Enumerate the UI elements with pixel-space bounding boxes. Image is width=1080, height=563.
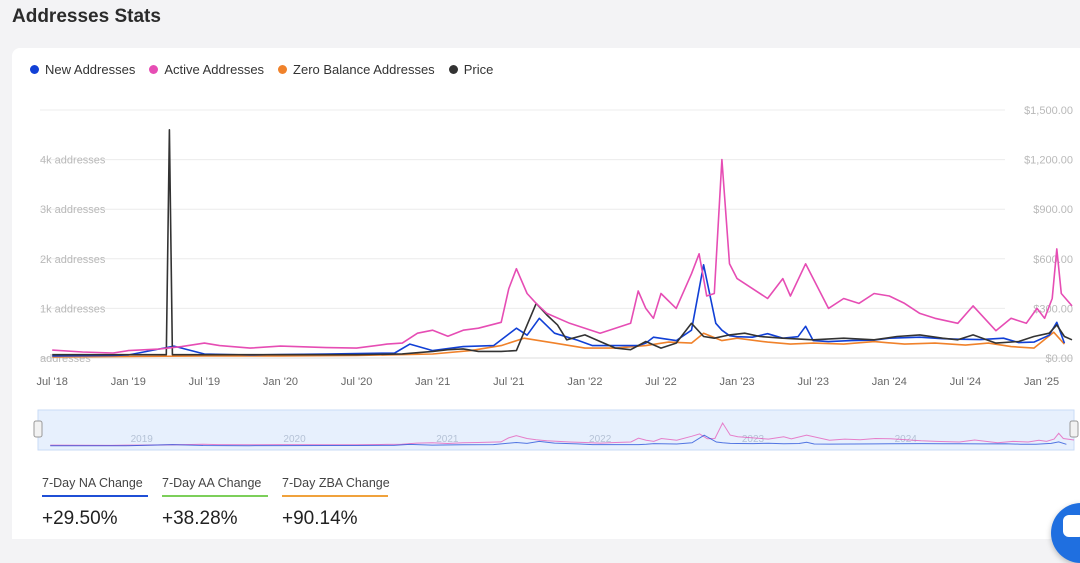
kpi-value: +29.50% (42, 508, 118, 529)
x-tick-label: Jul '20 (341, 376, 372, 388)
page-title: Addresses Stats (12, 6, 161, 27)
navigator-year-label: 2021 (436, 434, 459, 445)
navigator-year-label: 2023 (742, 434, 765, 445)
x-tick-label: Jul '22 (645, 376, 676, 388)
chart-card (12, 48, 1080, 539)
y-left-tick-label: 4k addresses (40, 155, 106, 167)
x-tick-label: Jul '23 (798, 376, 829, 388)
y-right-tick-label: $600.00 (1033, 254, 1073, 266)
y-right-tick-label: $1,500.00 (1024, 105, 1073, 117)
kpi-na-change[interactable]: 7-Day NA Change +29.50% (42, 476, 148, 530)
series-line-new-addresses (52, 263, 1066, 357)
x-tick-label: Jul '19 (189, 376, 220, 388)
x-tick-label: Jan '21 (415, 376, 450, 388)
y-left-tick-label: 1k addresses (40, 303, 106, 315)
series-line-active-addresses (52, 158, 1073, 354)
y-left-tick-label: 2k addresses (40, 254, 106, 266)
legend-label: New Addresses (45, 62, 136, 77)
navigator-year-label: 2022 (589, 434, 612, 445)
legend-item-new-addresses[interactable]: New Addresses (30, 62, 135, 77)
x-tick-label: Jan '20 (263, 376, 298, 388)
kpi-value: +90.14% (282, 508, 358, 529)
navigator-right-handle[interactable] (1069, 420, 1079, 438)
kpi-aa-change[interactable]: 7-Day AA Change +38.28% (162, 476, 268, 530)
x-tick-label: Jan '19 (111, 376, 146, 388)
y-right-tick-label: $1,200.00 (1024, 155, 1073, 167)
legend-dot-icon (278, 65, 288, 74)
legend-dot-icon (30, 65, 39, 74)
x-tick-label: Jul '24 (950, 376, 981, 388)
y-right-tick-label: $300.00 (1033, 303, 1073, 315)
navigator-series-line (50, 421, 1075, 446)
legend-item-zero-balance-addresses[interactable]: Zero Balance Addresses (278, 62, 435, 77)
navigator-series-line (50, 434, 1067, 447)
chat-icon (1063, 515, 1080, 537)
legend-label: Price (463, 62, 494, 77)
legend-dot-icon (149, 65, 159, 74)
legend-label: Active Addresses (164, 62, 265, 77)
kpi-zba-change[interactable]: 7-Day ZBA Change +90.14% (282, 476, 390, 530)
series-line-price (52, 129, 1073, 356)
series-line-zero-balance-addresses (52, 331, 1065, 358)
navigator-year-label: 2019 (131, 434, 154, 445)
navigator-year-label: 2020 (283, 434, 306, 445)
legend-dot-icon (448, 65, 458, 74)
kpi-label: 7-Day NA Change (42, 476, 148, 497)
legend-item-active-addresses[interactable]: Active Addresses (149, 62, 264, 77)
x-tick-label: Jan '22 (567, 376, 602, 388)
legend-item-price[interactable]: Price (448, 62, 494, 77)
kpi-label: 7-Day AA Change (162, 476, 268, 497)
y-left-tick-label: 3k addresses (40, 204, 106, 216)
x-tick-label: Jul '18 (36, 376, 67, 388)
x-tick-label: Jan '23 (720, 376, 755, 388)
legend-label: Zero Balance Addresses (293, 62, 435, 77)
kpi-value: +38.28% (162, 508, 238, 529)
kpi-label: 7-Day ZBA Change (282, 476, 390, 497)
kpi-row: 7-Day NA Change +29.50% 7-Day AA Change … (42, 476, 390, 530)
chart-legend: New Addresses Active Addresses Zero Bala… (30, 62, 493, 77)
x-tick-label: Jan '25 (1024, 376, 1059, 388)
x-tick-label: Jan '24 (872, 376, 907, 388)
y-right-tick-label: $0.00 (1045, 353, 1073, 365)
navigator-left-handle[interactable] (33, 420, 43, 438)
x-tick-label: Jul '21 (493, 376, 524, 388)
y-right-tick-label: $900.00 (1033, 204, 1073, 216)
